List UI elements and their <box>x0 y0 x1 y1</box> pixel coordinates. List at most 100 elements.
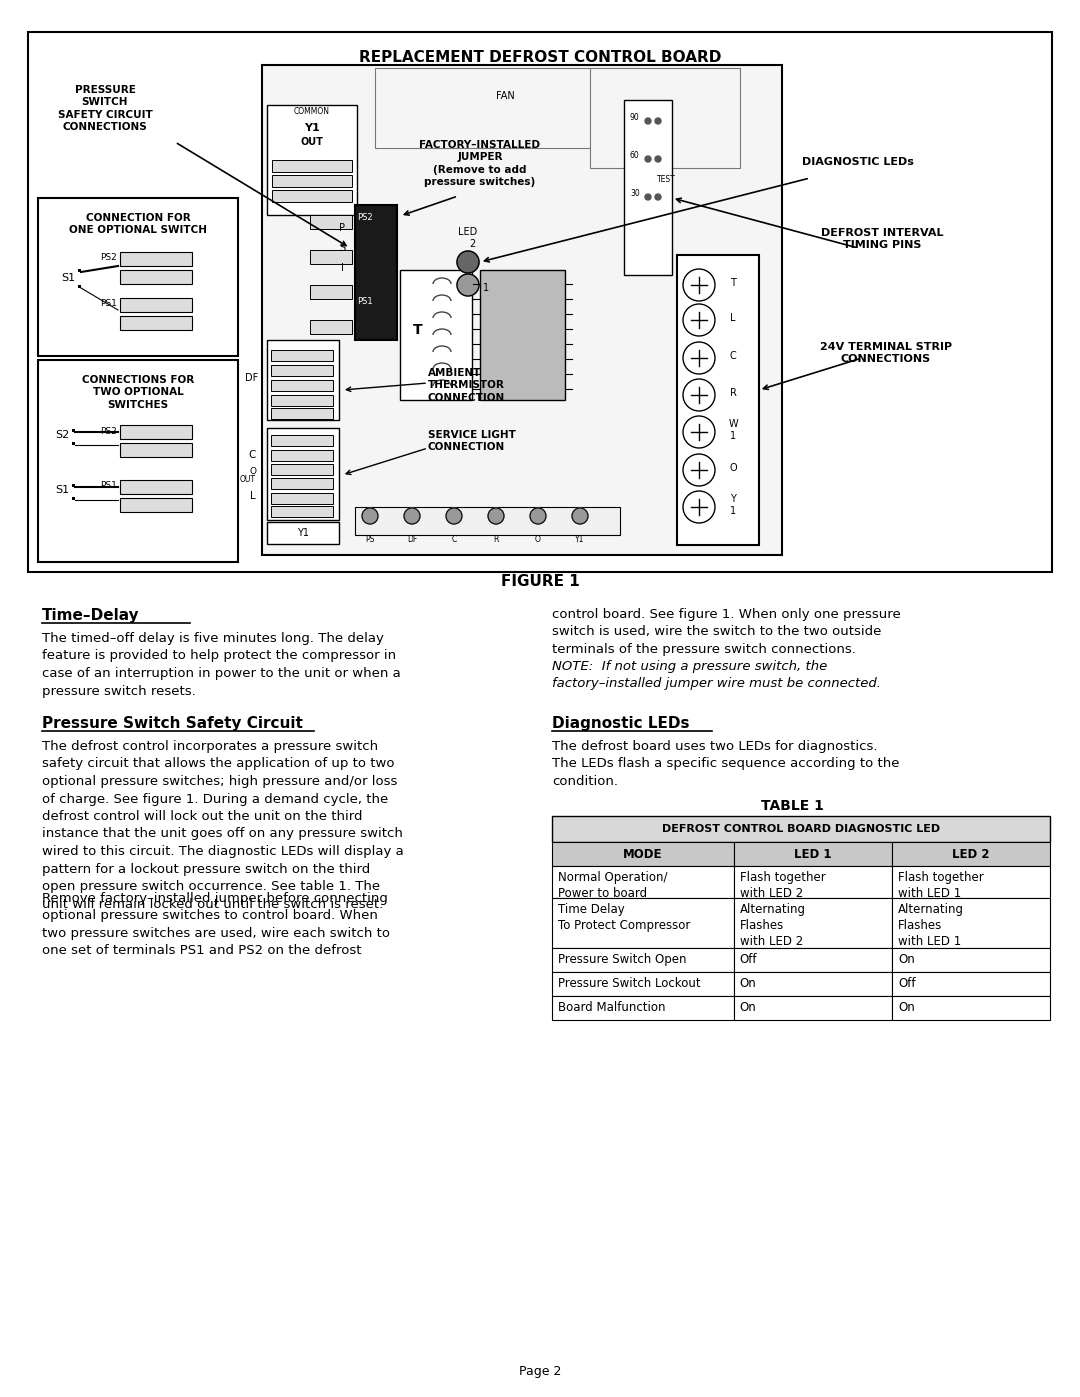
Bar <box>72 441 75 446</box>
Text: 30: 30 <box>630 190 639 198</box>
Text: O: O <box>535 535 541 545</box>
Text: W
1: W 1 <box>728 419 738 441</box>
Text: DF: DF <box>407 535 417 545</box>
Bar <box>892 898 1050 949</box>
Bar <box>38 360 238 562</box>
Bar <box>733 842 892 866</box>
Text: LED 2: LED 2 <box>953 848 989 861</box>
Bar <box>733 866 892 898</box>
Bar <box>267 105 357 215</box>
Text: Alternating
Flashes
with LED 2: Alternating Flashes with LED 2 <box>740 902 806 949</box>
Text: SERVICE LIGHT
CONNECTION: SERVICE LIGHT CONNECTION <box>428 430 516 453</box>
Bar <box>552 816 1050 842</box>
Bar <box>733 996 892 1020</box>
Text: PS2: PS2 <box>100 426 117 436</box>
Bar <box>271 450 333 461</box>
Bar <box>488 73 526 87</box>
Text: T: T <box>730 278 735 288</box>
Text: C: C <box>248 450 256 460</box>
Bar <box>28 32 1052 571</box>
Text: Pressure Switch Safety Circuit: Pressure Switch Safety Circuit <box>42 717 302 731</box>
Text: PS2: PS2 <box>357 214 373 222</box>
Bar <box>552 842 733 866</box>
Bar <box>375 68 635 148</box>
Circle shape <box>683 416 715 448</box>
Bar <box>355 205 397 339</box>
Bar <box>480 270 565 400</box>
Bar <box>72 483 75 488</box>
Bar <box>552 898 733 949</box>
Text: Flash together
with LED 1: Flash together with LED 1 <box>899 870 984 900</box>
Text: OUT: OUT <box>240 475 256 485</box>
Circle shape <box>404 509 420 524</box>
Text: 90: 90 <box>630 113 639 123</box>
Text: Off: Off <box>899 977 916 990</box>
Text: Flash together
with LED 2: Flash together with LED 2 <box>740 870 825 900</box>
Text: FACTORY–INSTALLED
JUMPER
(Remove to add
pressure switches): FACTORY–INSTALLED JUMPER (Remove to add … <box>419 140 540 187</box>
Bar <box>72 497 75 500</box>
Bar <box>552 972 733 996</box>
Bar <box>271 464 333 475</box>
Circle shape <box>362 509 378 524</box>
Text: Page 2: Page 2 <box>518 1365 562 1379</box>
Text: 1: 1 <box>483 284 489 293</box>
Circle shape <box>645 194 651 200</box>
Circle shape <box>654 194 661 200</box>
Text: O: O <box>249 467 256 475</box>
Text: I: I <box>340 263 343 272</box>
Bar <box>272 161 352 172</box>
Text: NOTE:  If not using a pressure switch, the
factory–installed jumper wire must be: NOTE: If not using a pressure switch, th… <box>552 659 881 690</box>
Bar <box>310 285 352 299</box>
Bar <box>271 365 333 376</box>
Bar <box>120 270 192 284</box>
Text: 2: 2 <box>469 239 475 249</box>
Text: LED: LED <box>458 226 477 237</box>
Bar <box>272 175 352 187</box>
Bar <box>552 949 733 972</box>
Circle shape <box>645 117 651 124</box>
Bar <box>267 427 339 520</box>
Text: Board Malfunction: Board Malfunction <box>558 1002 665 1014</box>
Text: AMBIENT
THERMISTOR
CONNECTION: AMBIENT THERMISTOR CONNECTION <box>428 367 505 402</box>
Text: Time–Delay: Time–Delay <box>42 608 139 623</box>
Text: CONNECTION FOR
ONE OPTIONAL SWITCH: CONNECTION FOR ONE OPTIONAL SWITCH <box>69 212 207 236</box>
Bar <box>267 339 339 420</box>
Circle shape <box>683 305 715 337</box>
Text: 60: 60 <box>630 151 639 161</box>
Text: Y
1: Y 1 <box>730 493 737 517</box>
Bar <box>78 270 81 272</box>
Circle shape <box>683 270 715 300</box>
Text: 24V TERMINAL STRIP
CONNECTIONS: 24V TERMINAL STRIP CONNECTIONS <box>820 342 953 365</box>
Circle shape <box>572 509 588 524</box>
Text: S: S <box>339 243 346 253</box>
Text: S2: S2 <box>55 430 69 440</box>
Text: PS1: PS1 <box>100 299 117 309</box>
Bar <box>272 190 352 203</box>
Text: On: On <box>899 953 915 965</box>
Bar <box>677 256 759 545</box>
Text: DF: DF <box>245 373 258 383</box>
Bar <box>552 996 733 1020</box>
Bar <box>120 481 192 495</box>
Text: Off: Off <box>740 953 757 965</box>
Bar <box>120 425 192 439</box>
Circle shape <box>683 490 715 522</box>
Text: On: On <box>740 977 756 990</box>
Bar <box>262 66 782 555</box>
Bar <box>271 506 333 517</box>
Circle shape <box>530 509 546 524</box>
Text: L: L <box>251 490 256 502</box>
Text: On: On <box>740 1002 756 1014</box>
Text: COMMON: COMMON <box>294 108 330 116</box>
Bar <box>733 972 892 996</box>
Bar <box>552 866 733 898</box>
Text: Normal Operation/
Power to board: Normal Operation/ Power to board <box>558 870 667 900</box>
Bar <box>120 298 192 312</box>
Bar <box>892 949 1050 972</box>
Text: OUT: OUT <box>300 137 323 147</box>
Bar <box>38 198 238 356</box>
Bar <box>310 320 352 334</box>
Text: The defrost control incorporates a pressure switch
safety circuit that allows th: The defrost control incorporates a press… <box>42 740 404 911</box>
Text: C: C <box>451 535 457 545</box>
Bar <box>892 842 1050 866</box>
